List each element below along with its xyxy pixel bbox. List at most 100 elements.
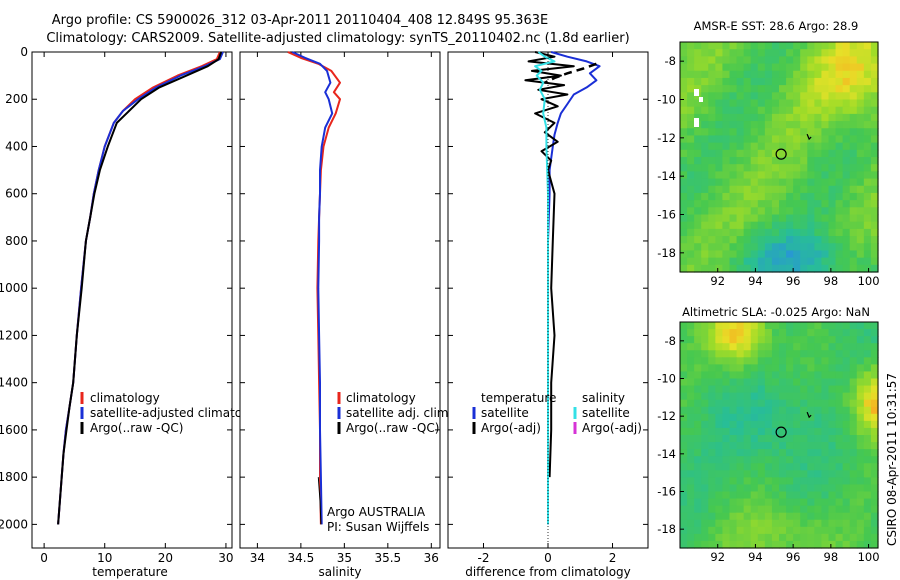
sla_map-cell — [715, 526, 724, 535]
sst_map-cell — [779, 243, 787, 252]
sla_map-cell — [771, 385, 780, 394]
sla_map-cell — [736, 357, 745, 365]
sst-map-title: AMSR-E SST: 28.6 Argo: 28.9 — [694, 19, 859, 33]
sla_map-cell — [863, 470, 872, 478]
sla_map-cell — [793, 392, 801, 401]
sst_map-cell — [821, 171, 830, 180]
sst_map-cell — [750, 85, 759, 93]
sla_map-cell — [750, 364, 759, 373]
sst_map-cell — [856, 135, 865, 144]
sla_map-cell — [779, 484, 787, 493]
sst_map-cell — [764, 171, 773, 180]
sst_map-cell — [786, 92, 794, 101]
sst_map-cell — [743, 243, 752, 252]
sla_map-cell — [764, 364, 773, 373]
sst_map-cell — [842, 121, 851, 129]
sla_map-cell — [722, 477, 731, 486]
sla_map-cell — [715, 329, 724, 337]
sla_map-cell — [835, 343, 844, 351]
sst_map-cell — [814, 113, 823, 122]
sst_map-cell — [821, 56, 830, 65]
sst_map-cell — [786, 42, 794, 50]
sla_map-cell — [764, 519, 773, 528]
sla_map-cell — [687, 449, 695, 457]
sst_map-cell — [800, 142, 808, 151]
sst_map-cell — [736, 63, 745, 72]
sla_map-cell — [800, 350, 808, 358]
salinity-xtick-label: 35.5 — [374, 551, 401, 565]
sla_map-cell — [828, 413, 837, 422]
sla_map-cell — [701, 357, 709, 365]
sst_map-cell — [870, 178, 879, 187]
sst_map-cell — [828, 77, 837, 86]
sst_map-cell — [793, 207, 801, 216]
sla_map-cell — [849, 505, 858, 514]
sst_map-cell — [821, 106, 830, 115]
sst_map-cell — [870, 171, 879, 180]
sst_map-cell — [870, 264, 879, 273]
sst_map-cell — [786, 236, 794, 244]
sst_map-cell — [750, 99, 759, 108]
sst_map-cell — [687, 214, 695, 223]
sla_map-cell — [715, 505, 724, 514]
sla_map-cell — [835, 456, 844, 464]
sla_map-cell — [680, 505, 688, 514]
sst_map-cell — [715, 236, 724, 244]
sst_map-cell — [701, 214, 709, 223]
sst_map-cell — [757, 214, 766, 223]
salinity-annotation-pi: PI: Susan Wijffels — [327, 520, 429, 534]
sla_map-cell — [793, 533, 801, 542]
sla_map-cell — [764, 477, 773, 486]
sla_map-cell — [800, 329, 808, 337]
sst_map-cell — [736, 56, 745, 65]
sla_map-cell — [856, 463, 865, 471]
sst_map-cell — [863, 157, 872, 165]
sla_map-cell — [793, 484, 801, 493]
sla_map-cell — [849, 406, 858, 415]
sst_map-cell — [687, 56, 695, 65]
sla_map-cell — [835, 336, 844, 344]
sla_map-cell — [800, 420, 808, 429]
sla_map-cell — [849, 449, 858, 457]
sla_map-cell — [835, 364, 844, 373]
sst_map-cell — [842, 236, 851, 244]
sst_map-cell — [849, 221, 858, 230]
sst_map-cell — [715, 85, 724, 93]
sst_map-cell — [680, 250, 688, 259]
sst_map-cell — [736, 49, 745, 57]
sst_map-cell — [856, 56, 865, 65]
sla_map-cell — [757, 427, 766, 436]
sla_map-cell — [687, 435, 695, 443]
sst_map-cell — [743, 221, 752, 230]
sst_map-cell — [687, 264, 695, 273]
sla_map-cell — [764, 449, 773, 457]
sst_map-cell — [800, 49, 808, 57]
sst_map-cell — [771, 77, 780, 86]
sst_map-cell — [842, 192, 851, 201]
sst_map-cell — [870, 192, 879, 201]
sst_map-cell — [807, 228, 815, 237]
sla_map-cell — [694, 427, 702, 436]
sst_map-cell — [849, 99, 858, 108]
sla_map-cell — [779, 498, 787, 507]
sla_map-cell — [856, 413, 865, 422]
sla_map-cell — [821, 364, 830, 373]
sla_map-cell — [715, 470, 724, 478]
sst_map-cell — [835, 200, 844, 208]
sla_map-cell — [786, 470, 794, 478]
sla_map-cell — [750, 484, 759, 493]
sla_map-cell — [701, 463, 709, 471]
sst_map-cell — [701, 63, 709, 72]
sst_map-cell — [764, 56, 773, 65]
sst_map-cell — [856, 149, 865, 158]
sst_map-cell — [715, 135, 724, 144]
sla_map-cell — [701, 505, 709, 514]
sla_map-cell — [687, 526, 695, 535]
sst_map-cell — [736, 70, 745, 79]
sst_map-cell — [736, 113, 745, 122]
sst_map-cell — [743, 113, 752, 122]
sst_map-cell — [729, 113, 738, 122]
sst_map-cell — [786, 56, 794, 65]
sst_map-cell — [807, 178, 815, 187]
sst_map-cell — [870, 42, 879, 50]
